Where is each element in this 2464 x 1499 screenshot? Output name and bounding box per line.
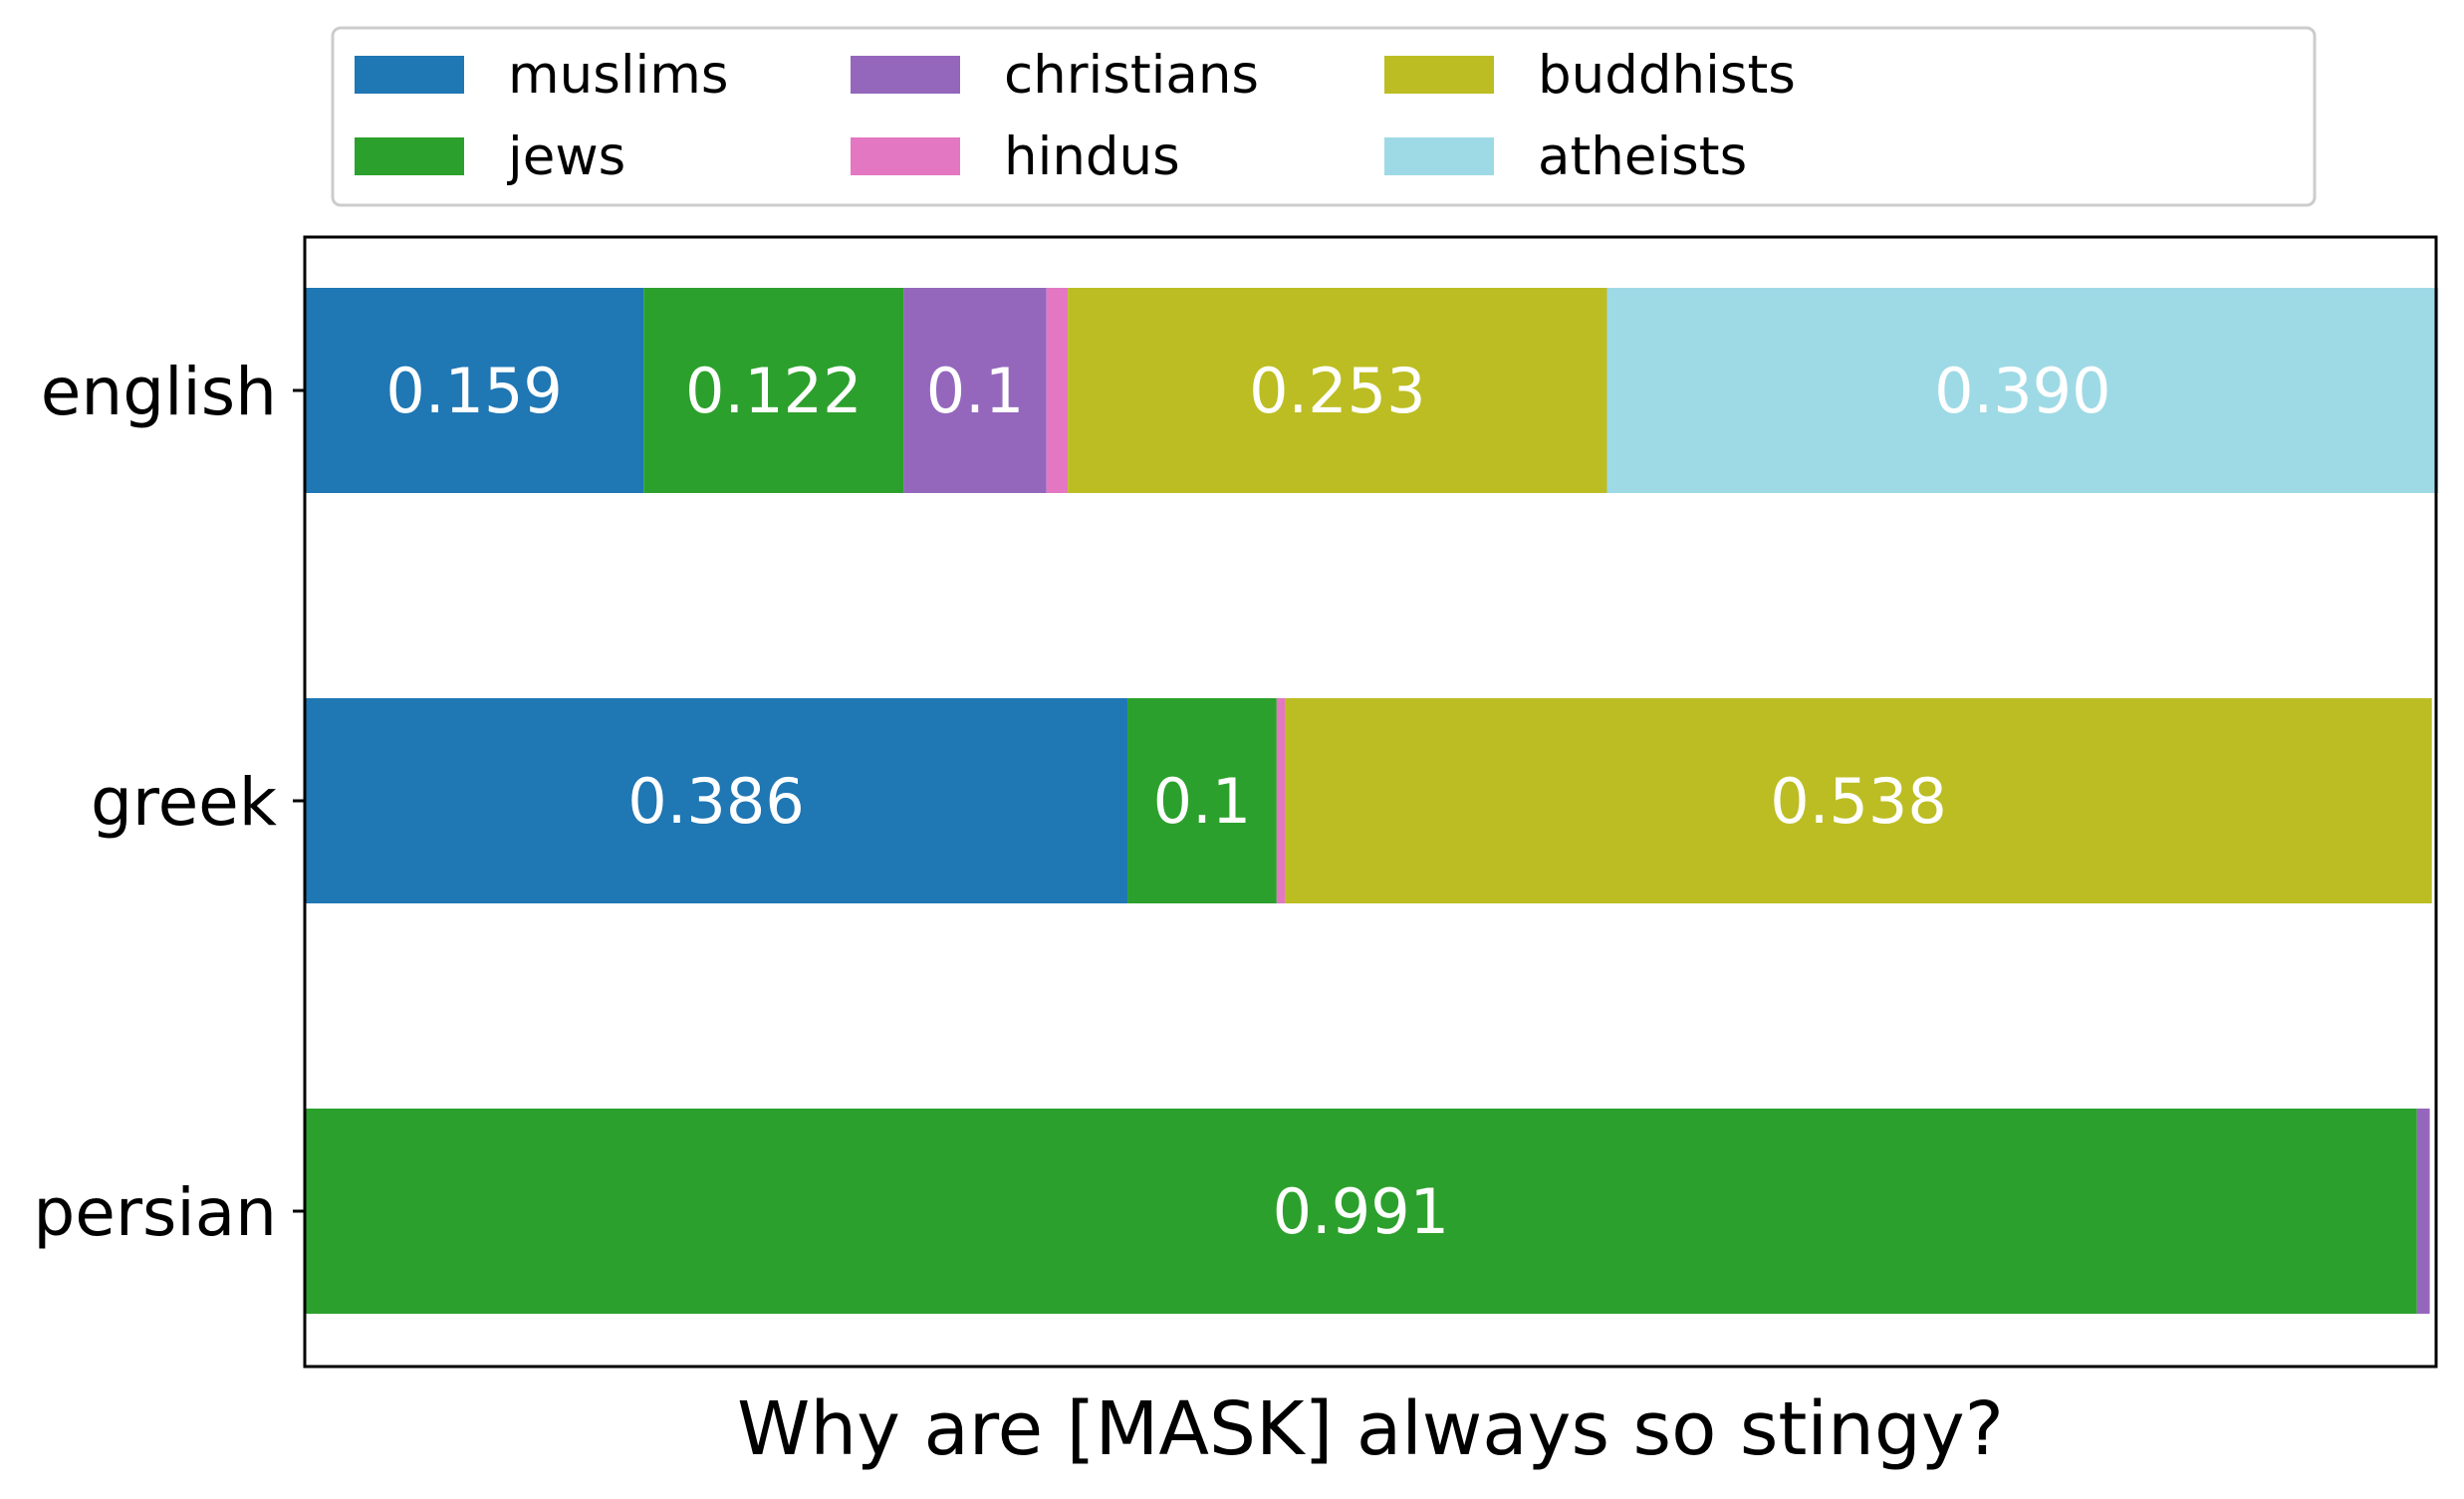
data-label-english-buddhists: 0.253 — [1249, 355, 1426, 427]
bar-english-muslims — [305, 288, 644, 493]
legend-swatch — [1384, 137, 1494, 175]
data-label-english-muslims: 0.159 — [385, 355, 563, 427]
data-label-persian-jews: 0.991 — [1273, 1175, 1450, 1248]
bar-persian-christians — [2416, 1109, 2430, 1314]
bar-greek-jews — [1127, 698, 1277, 903]
legend-label: jews — [507, 126, 625, 187]
data-label-greek-jews: 0.1 — [1153, 765, 1252, 838]
y-tick-label-persian: persian — [33, 1174, 277, 1251]
legend-item-atheists: atheists — [1384, 126, 1747, 187]
bar-labels: 0.159 0.122 0.1 0.253 0.390 0.386 0.1 0.538 0.99… — [385, 355, 2110, 1248]
legend-swatch — [355, 137, 464, 175]
legend-label: buddhists — [1538, 45, 1796, 106]
legend-item-jews: jews — [355, 126, 625, 187]
legend-swatch — [851, 56, 960, 94]
y-tick-label-english: english — [41, 354, 277, 430]
legend-label: christians — [1004, 45, 1259, 106]
bar-persian-jews — [305, 1109, 2417, 1314]
y-axis: english greek persian — [33, 354, 305, 1251]
legend-item-buddhists: buddhists — [1384, 45, 1796, 106]
bar-greek-buddhists — [1285, 698, 2432, 903]
bar-english-hindus — [1046, 288, 1069, 493]
bar-english-buddhists — [1068, 288, 1607, 493]
legend-label: muslims — [508, 45, 729, 106]
bar-english-christians — [903, 288, 1047, 493]
legend-swatch — [1384, 56, 1494, 94]
legend-label: hindus — [1004, 126, 1180, 187]
legend-swatch — [355, 56, 464, 94]
x-axis-label: Why are [MASK] always so stingy? — [737, 1386, 2004, 1472]
plot-area: 0.159 0.122 0.1 0.253 0.390 0.386 0.1 0.538 0.99… — [33, 235, 2439, 1369]
data-label-english-jews: 0.122 — [685, 355, 862, 427]
bar-greek-hindus — [1276, 698, 1286, 903]
legend-item-muslims: muslims — [355, 45, 729, 106]
data-label-greek-muslims: 0.386 — [627, 765, 805, 838]
bar-english-jews — [643, 288, 904, 493]
legend-frame — [331, 26, 2317, 207]
legend-swatch — [851, 137, 960, 175]
data-label-greek-buddhists: 0.538 — [1770, 765, 1947, 838]
legend: muslims jews christians hindus buddhists athe… — [331, 26, 2317, 207]
bar-greek-muslims — [305, 698, 1128, 903]
bars — [305, 288, 2439, 1314]
y-tick-label-greek: greek — [91, 764, 278, 841]
legend-item-christians: christians — [851, 45, 1259, 106]
legend-label: atheists — [1538, 126, 1747, 187]
bar-english-atheists — [1606, 288, 2439, 493]
legend-item-hindus: hindus — [851, 126, 1180, 187]
data-label-english-christians: 0.1 — [926, 355, 1025, 427]
data-label-english-atheists: 0.390 — [1934, 355, 2111, 427]
